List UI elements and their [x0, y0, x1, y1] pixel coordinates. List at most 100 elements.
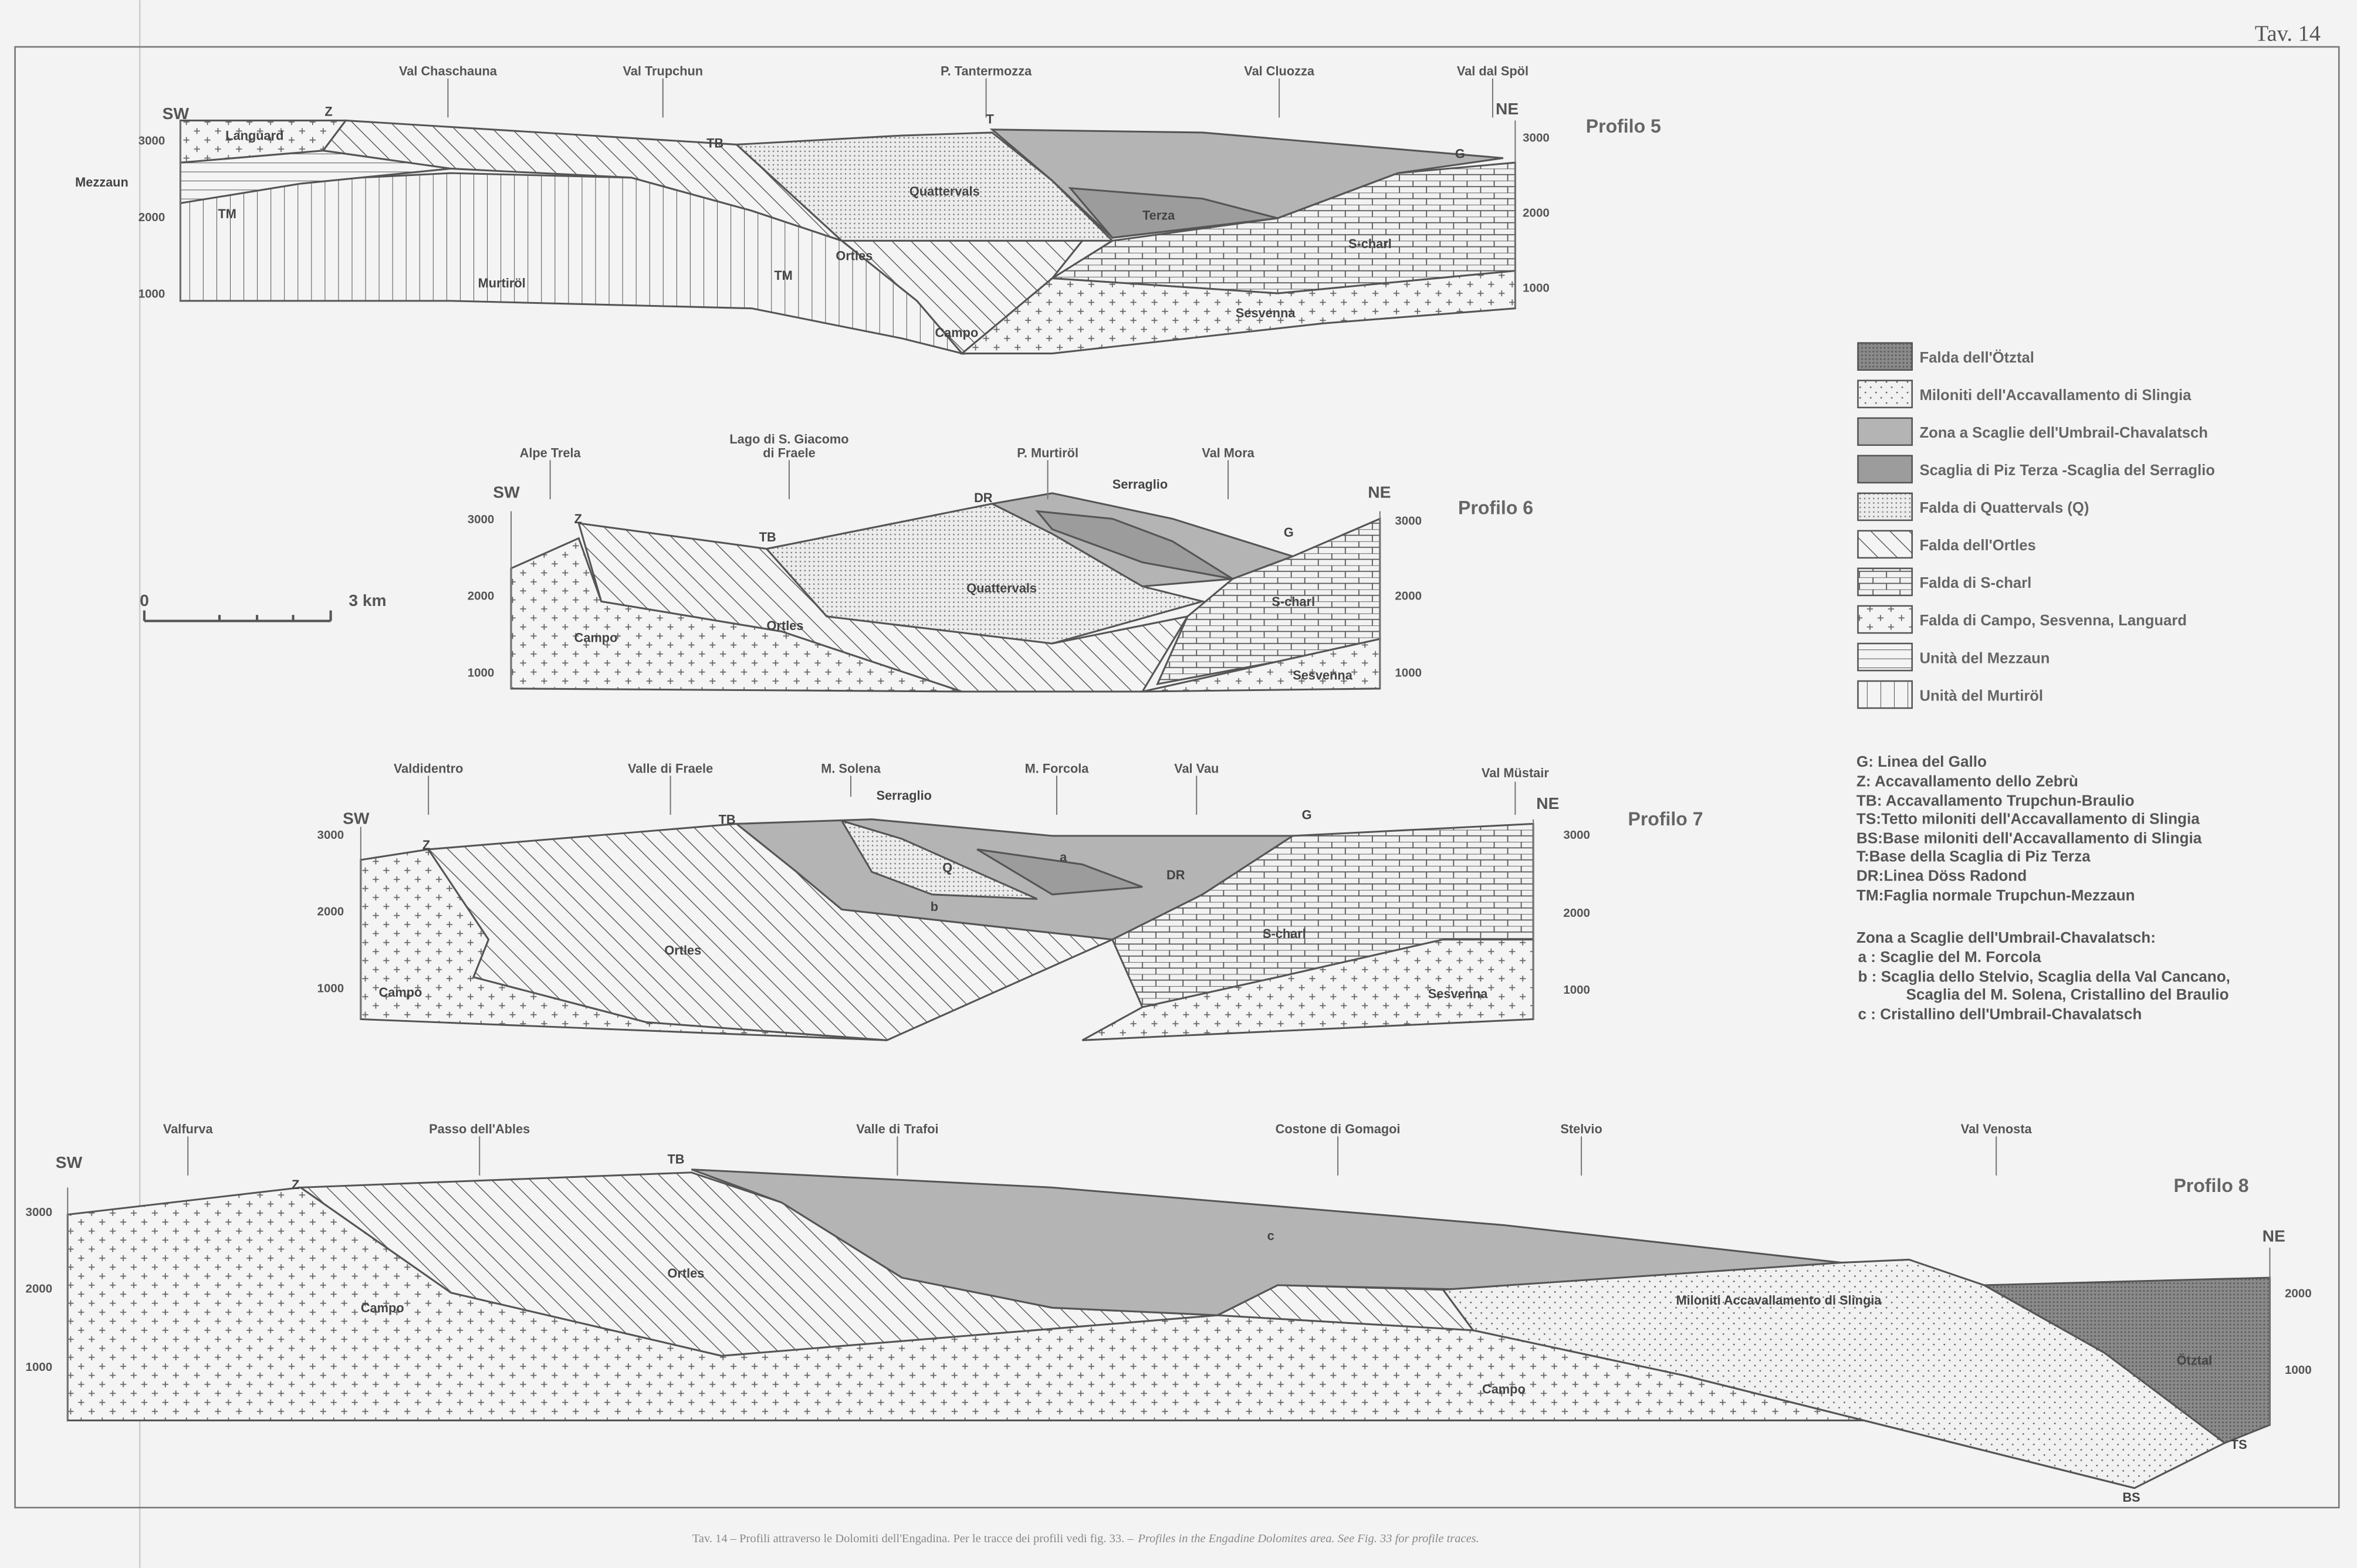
fault-tm: TM: [774, 268, 792, 283]
place-label: Val Venosta: [1961, 1122, 2033, 1136]
zona-note: a : Scaglie del M. Forcola: [1858, 948, 2041, 966]
plate-frame: [14, 46, 2340, 1509]
abbreviations-list: G: Linea del Gallo Z: Accavallamento del…: [1856, 753, 2230, 1022]
zona-note: b : Scaglia dello Stelvio, Scaglia della…: [1858, 967, 2230, 985]
fault-z: Z: [574, 512, 582, 526]
elev-1000-right: 1000: [1523, 281, 1550, 294]
sw-label: SW: [343, 808, 370, 827]
caption-english: Profiles in the Engadine Dolomites area.…: [1137, 1532, 1479, 1545]
place-label: Passo dell'Ables: [429, 1122, 530, 1136]
elev-1000-left: 1000: [138, 287, 165, 301]
legend-label: Scaglia di Piz Terza -Scaglia del Serrag…: [1919, 462, 2214, 479]
elev-2000-right: 2000: [1523, 206, 1550, 219]
unit-campo: Campo: [361, 1301, 404, 1315]
fault-z: Z: [422, 838, 430, 852]
place-label: P. Murtiröl: [1017, 445, 1078, 460]
unit-otztal: Ötztal: [2177, 1353, 2212, 1368]
place-label: Val Vau: [1174, 761, 1219, 775]
fault-z: Z: [324, 104, 332, 119]
ne-label: NE: [1536, 794, 1559, 812]
unit-mezzaun: Mezzaun: [75, 175, 128, 189]
legend-swatch-zona: [1857, 417, 1913, 446]
place-label: Val Mora: [1202, 445, 1254, 460]
place-label: Valdidentro: [394, 761, 464, 775]
elev-2000-right: 2000: [1395, 590, 1422, 603]
abbreviation: TS:Tetto miloniti dell'Accavallamento di…: [1856, 810, 2200, 827]
place-label: Valle di Fraele: [628, 761, 713, 775]
unit-serraglio: Serraglio: [877, 788, 932, 802]
place-label: Lago di S. Giacomo: [729, 432, 848, 446]
abbreviation: DR:Linea Döss Radond: [1856, 867, 2027, 885]
place-label: Valle di Trafoi: [856, 1122, 938, 1136]
legend-label: Falda dell'Ortles: [1919, 537, 2035, 554]
sw-label: SW: [163, 104, 190, 123]
abbreviation: Z: Accavallamento dello Zebrù: [1856, 772, 2078, 790]
place-label: Val Müstair: [1482, 766, 1549, 780]
unit-quattervals: Quattervals: [909, 184, 980, 199]
unit-quattervals: Quattervals: [966, 581, 1037, 595]
legend-swatch-miloniti: [1857, 380, 1913, 409]
profile-7: 3000 2000 1000 3000 2000 1000 Valdidentr…: [317, 761, 1703, 1041]
place-label: P. Tantermozza: [941, 64, 1032, 79]
place-label: Val Cluozza: [1244, 64, 1315, 79]
elev-1000-left: 1000: [317, 981, 344, 995]
fault-ts: TS: [2231, 1437, 2247, 1452]
legend-swatch-murtirol: [1857, 680, 1913, 709]
legend-label: Falda di Campo, Sesvenna, Languard: [1919, 612, 2186, 629]
legend-swatch-campo: [1857, 605, 1913, 634]
elev-3000-right: 3000: [1563, 828, 1590, 842]
elev-2000-left: 2000: [317, 905, 344, 919]
abbreviation: G: Linea del Gallo: [1856, 753, 1987, 770]
legend-swatch-ortles: [1857, 530, 1913, 559]
elev-3000-right: 3000: [1523, 131, 1550, 144]
fault-tb: TB: [706, 136, 723, 151]
legend-label: Zona a Scaglie dell'Umbrail-Chavalatsch: [1919, 425, 2207, 441]
fault-t: T: [986, 112, 995, 127]
place-label: Val Chaschauna: [399, 64, 498, 79]
region-zona-a: [976, 848, 1143, 896]
place-label: Valfurva: [163, 1122, 214, 1136]
elev-2000-left: 2000: [26, 1282, 53, 1296]
abbreviation: BS:Base miloniti dell'Accavallamento di …: [1856, 829, 2202, 847]
place-label: di Fraele: [763, 445, 816, 460]
place-label: Val Trupchun: [623, 64, 703, 79]
unit-sesvenna: Sesvenna: [1236, 306, 1296, 320]
profile-title: Profilo 8: [2173, 1175, 2248, 1196]
zona-note: Scaglia del M. Solena, Cristallino del B…: [1906, 985, 2229, 1003]
unit-murtirol: Murtiröl: [478, 276, 526, 290]
fault-g: G: [1284, 525, 1294, 540]
elev-1000-right: 1000: [1395, 666, 1422, 679]
elev-3000-right: 3000: [1395, 514, 1422, 528]
place-label: M. Forcola: [1025, 761, 1090, 775]
unit-ortles: Ortles: [664, 943, 701, 957]
profile-title: Profilo 5: [1586, 116, 1661, 137]
unit-ortles: Ortles: [836, 249, 873, 263]
unit-terza: Terza: [1142, 208, 1175, 223]
elev-1000-right: 1000: [2285, 1363, 2312, 1377]
unit-languard: Languard: [225, 128, 283, 143]
zona-note: c : Cristallino dell'Umbrail-Chavalatsch: [1858, 1005, 2142, 1022]
legend-swatch-otztal: [1857, 342, 1913, 371]
unit-sesvenna: Sesvenna: [1293, 668, 1353, 682]
legend-swatch-terza: [1857, 455, 1913, 484]
legend-swatch-scharl: [1857, 567, 1913, 597]
elev-3000-left: 3000: [317, 828, 344, 842]
ne-label: NE: [2263, 1227, 2285, 1245]
unit-a: a: [1060, 849, 1067, 864]
place-label: M. Solena: [821, 761, 881, 775]
unit-b: b: [931, 899, 938, 914]
legend: Falda dell'Ötztal Miloniti dell'Accavall…: [1857, 342, 2215, 709]
unit-miloniti: Miloniti Accavallamento di Slingia: [1676, 1293, 1882, 1308]
elev-2000-right: 2000: [1563, 906, 1590, 920]
unit-sesvenna: Sesvenna: [1428, 987, 1489, 1001]
legend-swatch-quattervals: [1857, 492, 1913, 521]
fault-tb: TB: [759, 530, 776, 544]
legend-label: Falda dell'Ötztal: [1919, 349, 2034, 366]
unit-c: c: [1267, 1228, 1274, 1243]
legend-label: Falda di Quattervals (Q): [1919, 500, 2089, 516]
unit-q: Q: [942, 860, 952, 875]
profile-title: Profilo 7: [1628, 808, 1703, 829]
elev-2000-right: 2000: [2285, 1286, 2312, 1300]
fault-tb: TB: [667, 1152, 684, 1166]
fault-tm: TM: [218, 206, 236, 221]
